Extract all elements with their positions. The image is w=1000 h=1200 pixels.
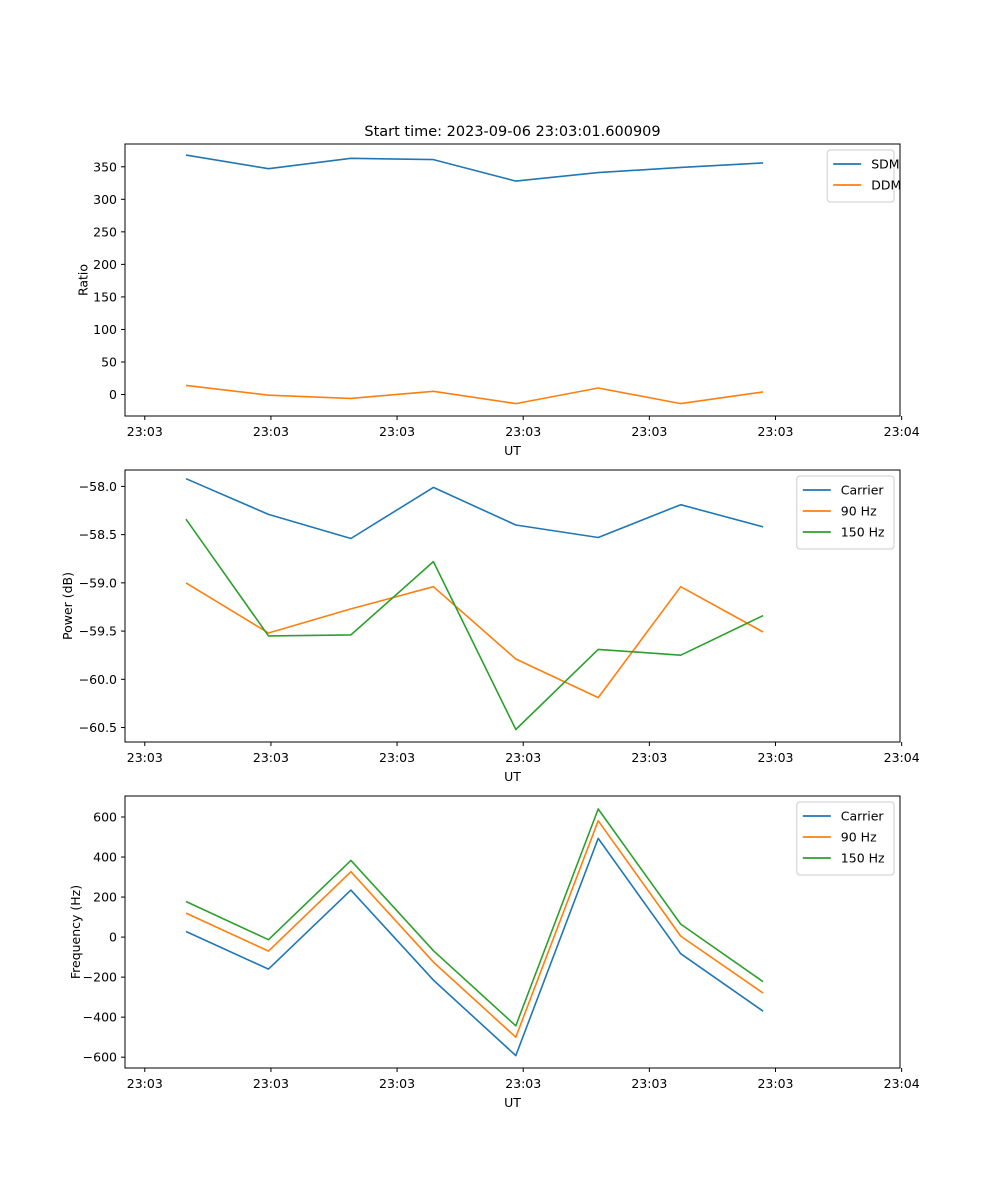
x-tick-label: 23:03	[127, 750, 163, 765]
legend-label: DDM	[871, 178, 901, 193]
legend-label: Carrier	[841, 809, 885, 824]
x-tick-label: 23:03	[631, 424, 667, 439]
y-tick-label: 300	[93, 192, 117, 207]
x-axis-label: UT	[504, 1095, 521, 1110]
legend-item: 90 Hz	[802, 504, 877, 519]
y-tick-label: 250	[93, 224, 117, 239]
legend-label: 90 Hz	[841, 830, 877, 845]
y-tick-label: −200	[83, 970, 117, 985]
subplot-3: 23:03 23:03 23:03 23:03 23:03 23:03 23:04 UT −60…	[68, 795, 920, 1110]
series-line-ddm	[185, 384, 764, 405]
x-tick-label: 23:03	[379, 424, 415, 439]
series-line-carrier	[185, 837, 764, 1057]
legend-item: 90 Hz	[802, 830, 877, 845]
x-tick-label: 23:03	[253, 1076, 289, 1091]
y-tick-label: −60.5	[79, 720, 117, 735]
y-tick-label: 0	[109, 930, 117, 945]
x-axis-label: UT	[504, 443, 521, 458]
series-line-150-hz	[185, 808, 764, 1027]
y-tick-label: 200	[93, 890, 117, 905]
legend-label: SDM	[871, 157, 899, 172]
x-tick-label: 23:03	[253, 424, 289, 439]
series-line-sdm	[185, 154, 764, 182]
series-line-90-hz	[185, 819, 764, 1038]
y-tick-label: −600	[83, 1050, 117, 1065]
legend: SDM DDM	[826, 149, 901, 203]
legend-item: Carrier	[802, 809, 885, 824]
legend-item: Carrier	[802, 483, 885, 498]
x-tick-label: 23:03	[505, 750, 541, 765]
y-tick-label: −60.0	[79, 672, 117, 687]
series-line-90-hz	[185, 582, 764, 699]
series-line-150-hz	[185, 518, 764, 731]
legend-item: 150 Hz	[802, 851, 885, 866]
x-tick-label: 23:03	[505, 424, 541, 439]
y-tick-label: 600	[93, 810, 117, 825]
y-tick-label: −58.5	[79, 527, 117, 542]
x-tick-label: 23:03	[757, 750, 793, 765]
legend-label: 150 Hz	[841, 525, 885, 540]
x-tick-label: 23:03	[505, 1076, 541, 1091]
x-tick-label: 23:04	[884, 750, 920, 765]
legend-item: 150 Hz	[802, 525, 885, 540]
legend: Carrier 90 Hz 150 Hz	[796, 801, 895, 876]
y-tick-label: 100	[93, 322, 117, 337]
legend: Carrier 90 Hz 150 Hz	[796, 475, 895, 550]
legend-item: SDM	[833, 157, 900, 172]
x-tick-label: 23:03	[757, 424, 793, 439]
x-tick-label: 23:04	[884, 424, 920, 439]
x-tick-label: 23:03	[757, 1076, 793, 1091]
x-axis-label: UT	[504, 769, 521, 784]
axes-frame	[124, 469, 901, 743]
subplot-2: 23:03 23:03 23:03 23:03 23:03 23:03 23:04 UT −60…	[60, 469, 920, 784]
legend-item: DDM	[833, 178, 901, 193]
subplot-1: Start time: 2023-09-06 23:03:01.600909 23…	[76, 124, 920, 458]
y-axis-label: Frequency (Hz)	[68, 885, 83, 979]
x-tick-label: 23:03	[127, 1076, 163, 1091]
y-tick-label: −400	[83, 1010, 117, 1025]
y-tick-label: −59.0	[79, 575, 117, 590]
legend-label: Carrier	[841, 483, 885, 498]
x-tick-label: 23:03	[631, 750, 667, 765]
legend-label: 150 Hz	[841, 851, 885, 866]
x-tick-label: 23:03	[379, 1076, 415, 1091]
y-axis-label: Power (dB)	[60, 572, 75, 640]
y-tick-label: −58.0	[79, 479, 117, 494]
x-tick-label: 23:04	[884, 1076, 920, 1091]
y-tick-label: 350	[93, 159, 117, 174]
legend-label: 90 Hz	[841, 504, 877, 519]
y-tick-label: −59.5	[79, 624, 117, 639]
x-tick-label: 23:03	[379, 750, 415, 765]
x-tick-label: 23:03	[127, 424, 163, 439]
y-axis-label: Ratio	[76, 264, 91, 296]
y-tick-label: 400	[93, 850, 117, 865]
axes-frame	[124, 143, 901, 417]
legend-box	[796, 801, 895, 876]
legend-box	[796, 475, 895, 550]
x-tick-label: 23:03	[631, 1076, 667, 1091]
legend-box	[826, 149, 895, 203]
y-tick-label: 50	[101, 354, 117, 369]
y-tick-label: 0	[109, 387, 117, 402]
chart-title: Start time: 2023-09-06 23:03:01.600909	[364, 124, 660, 140]
axes-frame	[124, 795, 901, 1069]
y-tick-label: 150	[93, 289, 117, 304]
x-tick-label: 23:03	[253, 750, 289, 765]
series-line-carrier	[185, 477, 764, 540]
y-tick-label: 200	[93, 257, 117, 272]
